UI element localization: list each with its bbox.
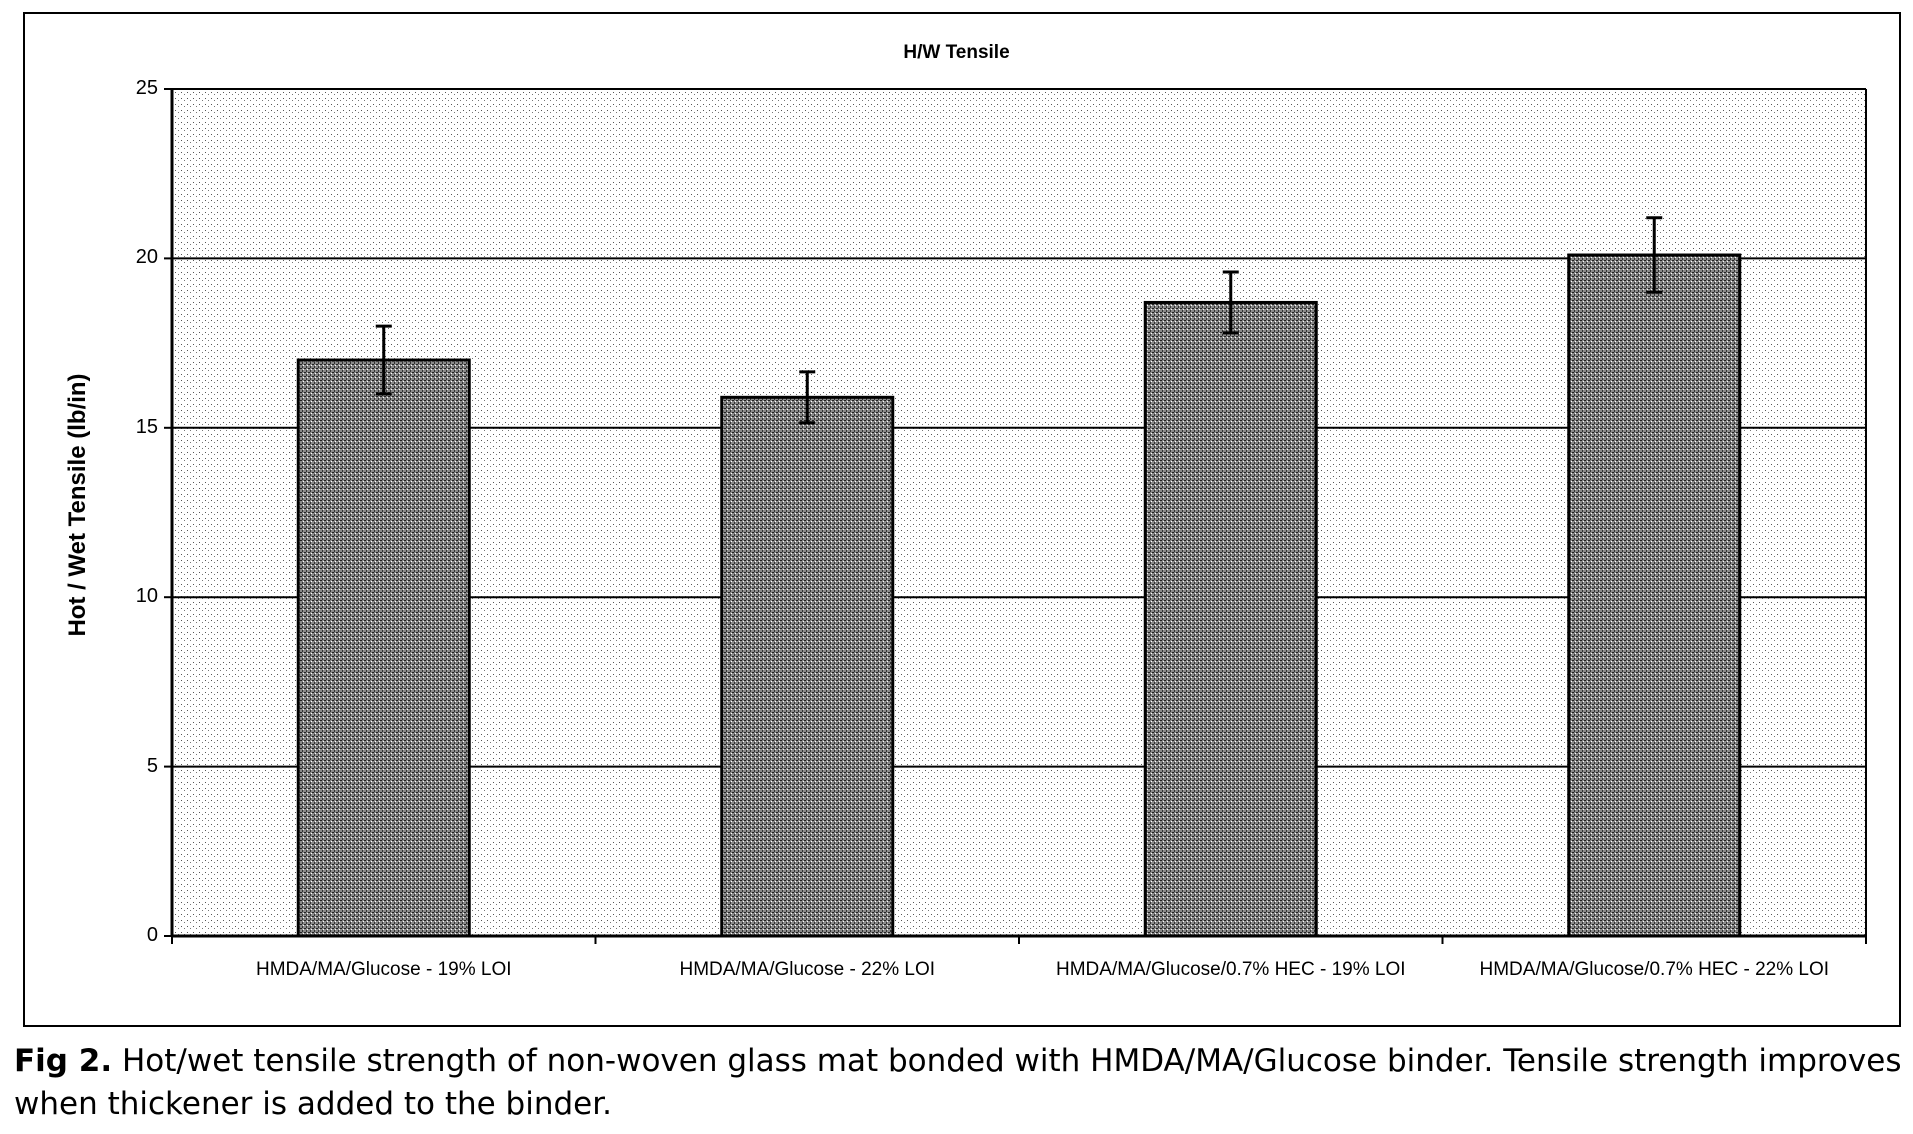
y-tick-label: 15 — [135, 415, 158, 438]
bar — [1143, 300, 1318, 938]
y-tick-label: 0 — [146, 924, 158, 946]
y-tick-label: 25 — [135, 77, 158, 99]
y-tick-label: 5 — [146, 754, 158, 777]
figure-caption-label: Fig 2. — [14, 1043, 113, 1079]
figure-caption-text: Hot/wet tensile strength of non-woven gl… — [14, 1043, 1902, 1122]
bar — [296, 358, 471, 938]
y-tick-label: 20 — [135, 246, 158, 269]
x-category-label: HMDA/MA/Glucose/0.7% HEC - 22% LOI — [1479, 959, 1830, 980]
x-category-label: HMDA/MA/Glucose/0.7% HEC - 19% LOI — [1056, 959, 1406, 980]
bar — [720, 395, 895, 938]
bar — [1567, 253, 1742, 938]
y-axis-label: Hot / Wet Tensile (lb/in) — [64, 373, 91, 637]
figure-caption: Fig 2. Hot/wet tensile strength of non-w… — [14, 1040, 1904, 1126]
x-category-label: HMDA/MA/Glucose - 22% LOI — [679, 959, 936, 980]
chart-title: H/W Tensile — [903, 42, 1010, 63]
y-tick-label: 10 — [135, 585, 158, 608]
x-category-label: HMDA/MA/Glucose - 19% LOI — [255, 959, 512, 980]
